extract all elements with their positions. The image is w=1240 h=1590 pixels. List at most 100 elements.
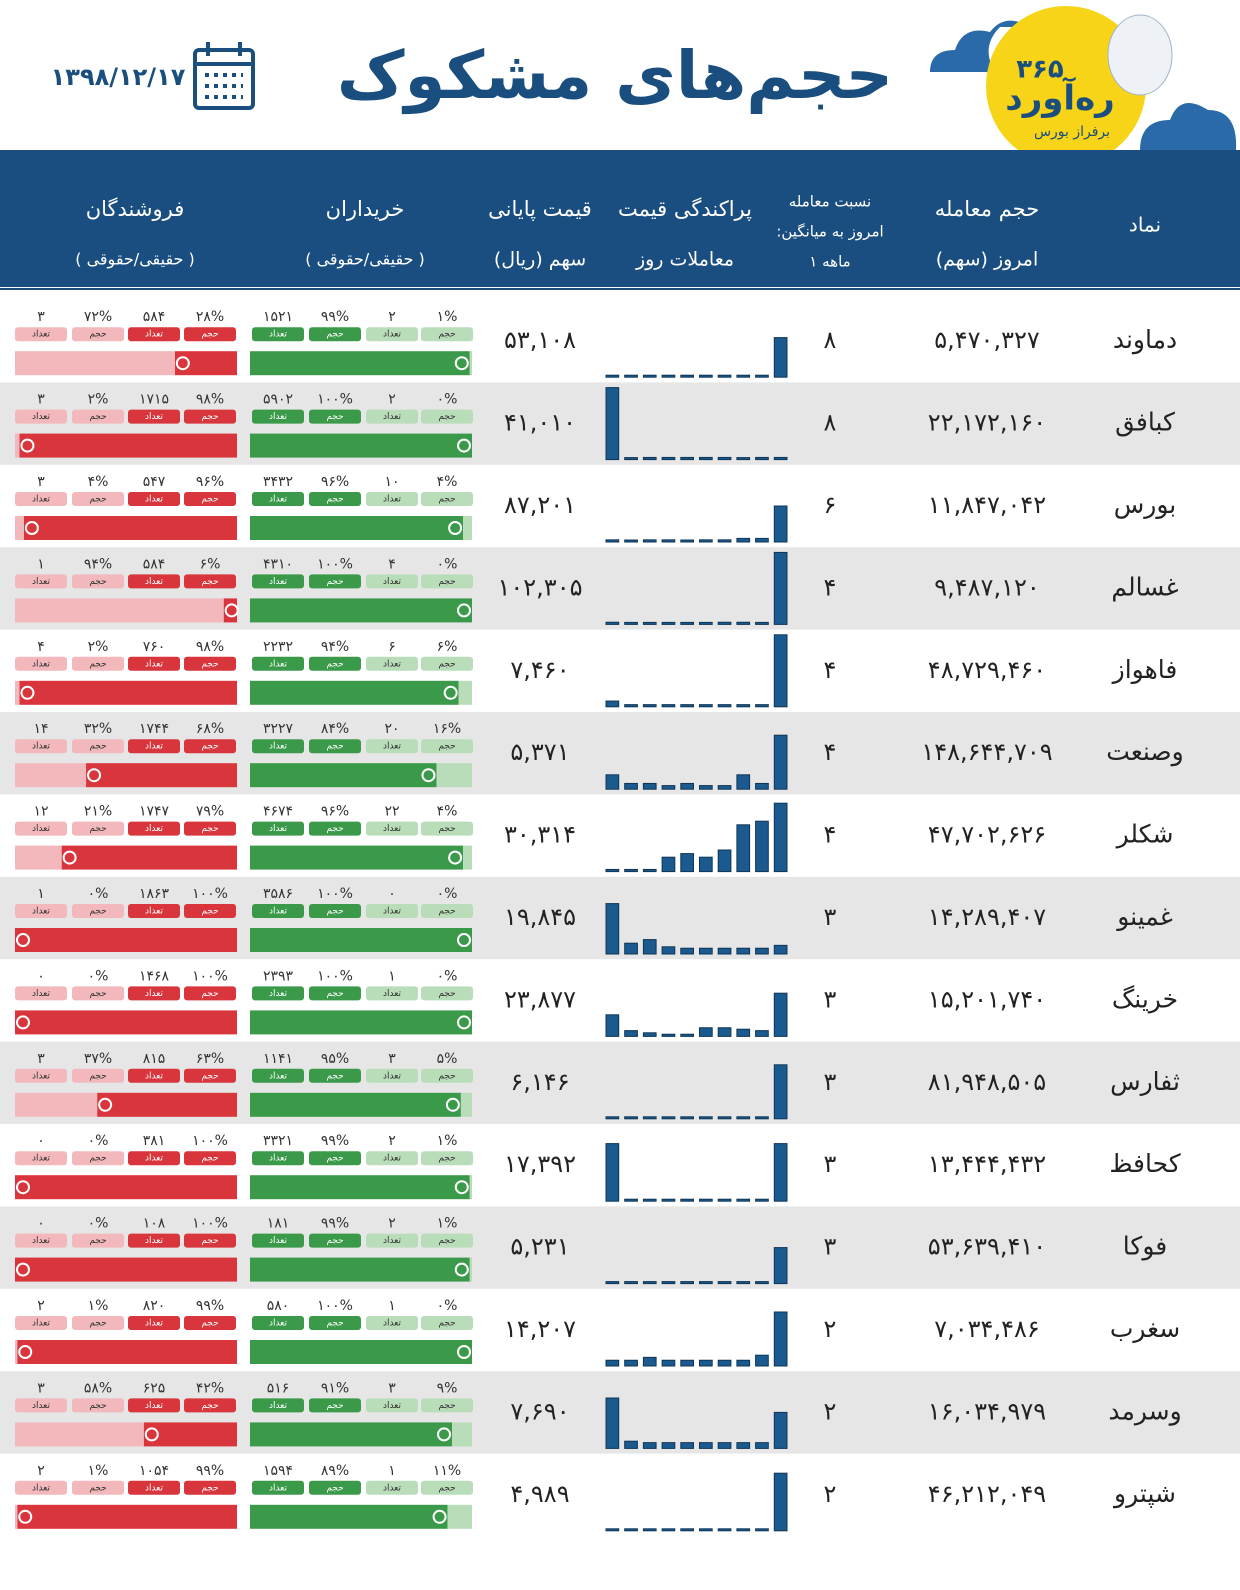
chip-label: حجم — [326, 659, 343, 669]
chip-label: حجم — [326, 1071, 343, 1081]
chip-label: حجم — [326, 824, 343, 834]
chip-label: تعداد — [32, 412, 51, 422]
chip-value: ۳۲% — [84, 721, 112, 737]
chip-value: ۱۶% — [433, 721, 461, 737]
chip-value: ۹۶% — [321, 804, 349, 820]
distribution-bar — [661, 1198, 676, 1202]
chip — [184, 1151, 236, 1166]
distribution-bar — [661, 704, 676, 708]
chip — [252, 327, 304, 342]
chip — [184, 409, 236, 424]
chip-value: ۱۷۴۷ — [139, 804, 170, 820]
chip — [184, 986, 236, 1001]
distribution-bar — [680, 456, 694, 461]
chip-label: حجم — [438, 1154, 455, 1164]
distribution-bar — [717, 947, 732, 955]
chip — [252, 1480, 304, 1495]
chip — [72, 656, 124, 671]
chip-label: تعداد — [145, 1154, 164, 1164]
volume: ۴۷,۷۰۲,۶۲۶ — [928, 821, 1046, 849]
chip-value: ۰ — [37, 968, 45, 984]
chip-label: حجم — [89, 330, 106, 340]
distribution-bar — [661, 1033, 676, 1037]
distribution-bar — [605, 1116, 620, 1120]
distribution-bar — [605, 1014, 620, 1037]
ratio: ۳ — [824, 985, 837, 1013]
chip-value: ۲% — [88, 639, 109, 655]
chip-value: ۰% — [88, 886, 109, 902]
cloud — [930, 20, 1030, 73]
ratio: ۲ — [824, 1315, 837, 1343]
distribution-bar — [680, 1198, 694, 1202]
chip — [421, 574, 473, 589]
chip-label: حجم — [201, 659, 218, 669]
sellers-individual-bar — [23, 516, 237, 540]
sellers-individual-bar — [143, 1422, 237, 1447]
column-header: پراکندگی قیمت — [618, 197, 752, 221]
column-header: نسبت معامله — [789, 193, 871, 211]
chip-value: ۹۸% — [196, 639, 224, 655]
symbol: شکلر — [1115, 820, 1174, 849]
chip-value: ۲ — [388, 309, 396, 325]
chip-label: حجم — [89, 1154, 106, 1164]
chip — [128, 904, 180, 918]
chip — [421, 492, 473, 506]
chip — [128, 1233, 180, 1248]
distribution-bar — [773, 734, 788, 790]
chip — [72, 1151, 124, 1166]
distribution-bar — [680, 539, 694, 543]
chip — [128, 492, 180, 506]
volume: ۴۶,۲۱۲,۰۴۹ — [928, 1480, 1046, 1508]
chip — [366, 1233, 418, 1248]
distribution-bar — [773, 1472, 788, 1532]
price: ۲۳,۸۷۷ — [504, 985, 576, 1013]
distribution-bar — [717, 621, 732, 625]
chip — [184, 904, 236, 918]
chip — [252, 1398, 304, 1413]
chip-value: ۱% — [88, 1463, 109, 1479]
chip — [184, 574, 236, 589]
distribution-bar — [605, 1528, 620, 1532]
chip-value: ۱۰۰% — [192, 886, 228, 902]
distribution-bar — [680, 1442, 694, 1449]
chip — [184, 656, 236, 671]
chip — [309, 492, 361, 506]
chip — [15, 986, 67, 1001]
volume: ۵,۴۷۰,۳۲۷ — [934, 326, 1040, 354]
chip-label: حجم — [438, 1483, 455, 1493]
chip-label: حجم — [326, 495, 343, 505]
buyers-legal-bar — [469, 1257, 472, 1282]
distribution-bar — [736, 1116, 751, 1120]
volume: ۱۵,۲۰۱,۷۴۰ — [928, 985, 1046, 1013]
person-icon — [18, 1345, 33, 1359]
price: ۶,۱۴۶ — [510, 1068, 569, 1096]
chip-label: حجم — [326, 907, 343, 917]
chip — [15, 409, 67, 424]
chip-label: تعداد — [32, 1319, 51, 1329]
distribution-bar — [624, 704, 638, 708]
chip-value: ۱۴ — [33, 721, 48, 737]
distribution-bar — [680, 1359, 694, 1367]
chip — [128, 1480, 180, 1495]
person-icon — [16, 933, 30, 947]
chip-label: حجم — [89, 1071, 106, 1081]
symbol: فوکا — [1123, 1232, 1167, 1261]
chip-label: تعداد — [383, 1401, 402, 1411]
distribution-bar — [755, 1354, 769, 1367]
chip — [252, 1316, 304, 1330]
chip-label: تعداد — [269, 495, 288, 505]
chip-value: ۳۲۲۷ — [263, 721, 294, 737]
chip-label: تعداد — [32, 1071, 51, 1081]
chip-label: حجم — [326, 1154, 343, 1164]
volume: ۱۴,۲۸۹,۴۰۷ — [928, 903, 1046, 931]
ratio: ۳ — [824, 1233, 837, 1261]
chip — [72, 492, 124, 506]
chip — [366, 904, 418, 918]
distribution-bar — [699, 374, 713, 378]
distribution-bar — [773, 802, 788, 873]
symbol: کبافق — [1115, 408, 1175, 437]
page-title: حجم‌های مشکوک — [337, 37, 893, 115]
symbol: خرینگ — [1112, 984, 1178, 1013]
chip — [309, 1398, 361, 1413]
chip — [72, 1480, 124, 1495]
